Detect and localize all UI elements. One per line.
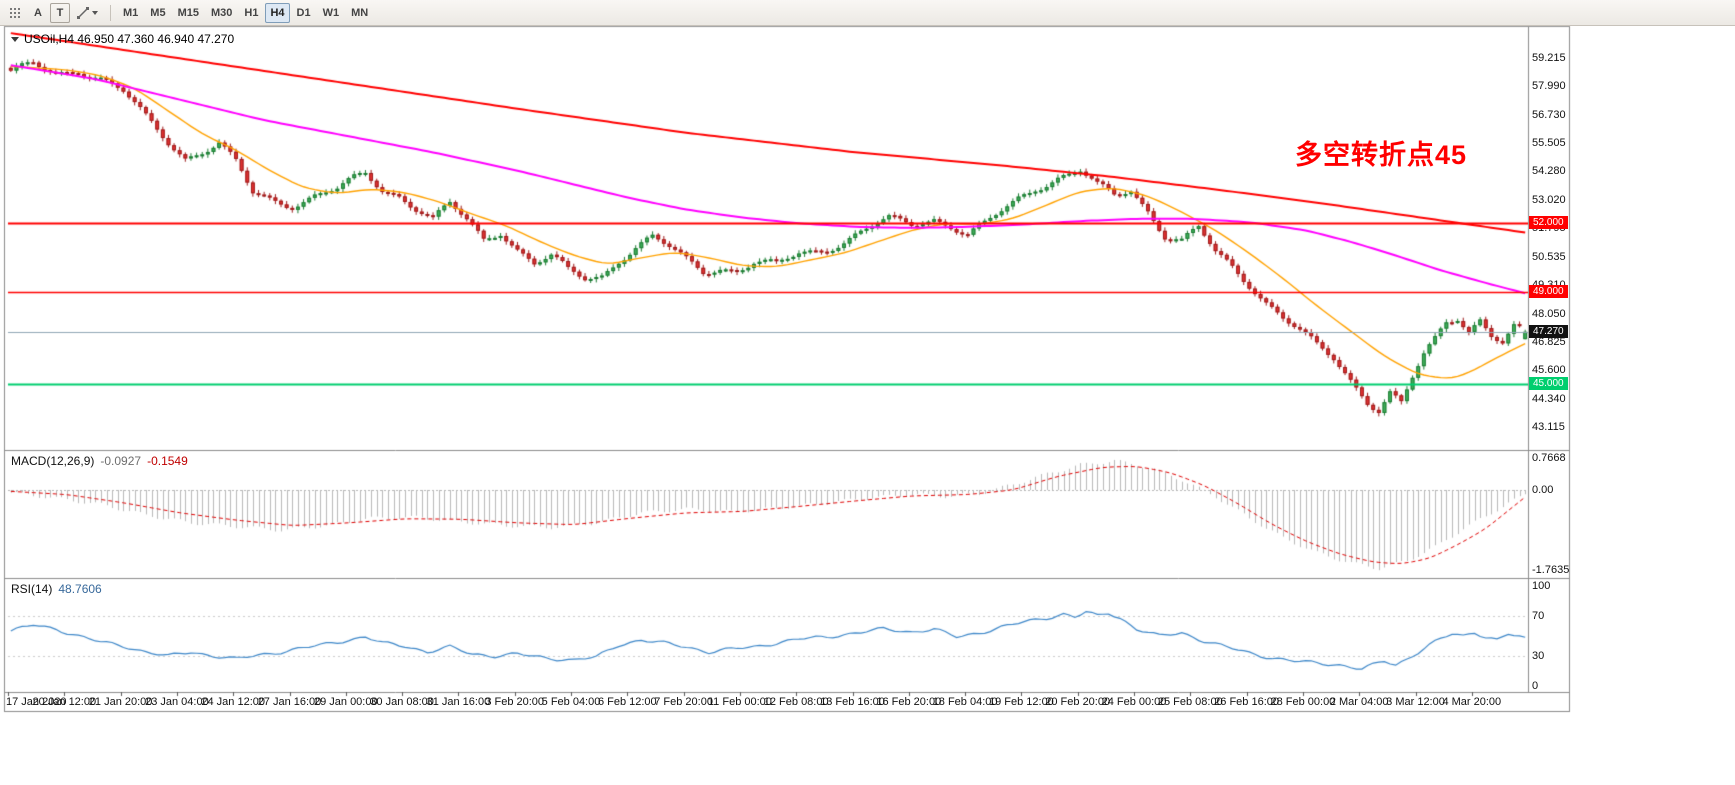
- toolbar: A T M1 M5 M15 M30 H1 H4 D1 W1 MN: [0, 0, 1735, 26]
- price-level-badge-49: 49.000: [1529, 285, 1568, 299]
- time-tick-label: 3 Mar 12:00: [1386, 696, 1445, 708]
- timeframe-button-mn[interactable]: MN: [346, 3, 373, 23]
- timeframe-button-m5[interactable]: M5: [145, 3, 170, 23]
- timeframe-button-h4[interactable]: H4: [265, 2, 290, 23]
- price-tick-label: 54.280: [1532, 165, 1566, 178]
- rsi-tick-label: 0: [1532, 680, 1539, 692]
- timeframe-button-w1[interactable]: W1: [318, 3, 345, 23]
- time-tick-label: 20 Feb 20:00: [1045, 696, 1111, 708]
- time-tick-label: 27 Jan 16:00: [257, 696, 322, 708]
- rsi-name: RSI(14): [11, 582, 53, 596]
- macd-indicator-label: MACD(12,26,9) -0.0927 -0.1549: [11, 454, 188, 468]
- price-tick-label: 44.340: [1532, 392, 1566, 405]
- timeframe-button-m30[interactable]: M30: [206, 3, 237, 23]
- macd-tick-label: 0.00: [1532, 484, 1554, 496]
- timeframe-button-h1[interactable]: H1: [239, 3, 263, 23]
- macd-signal-value: -0.1549: [147, 454, 188, 468]
- time-tick-label: 21 Jan 20:00: [88, 696, 153, 708]
- price-level-badge-52: 52.000: [1529, 216, 1568, 230]
- time-tick-label: 13 Feb 16:00: [820, 696, 885, 708]
- text-box-button[interactable]: T: [50, 2, 70, 23]
- time-tick-label: 4 Mar 20:00: [1442, 696, 1502, 708]
- macd-name: MACD(12,26,9): [11, 454, 95, 468]
- toolbar-separator: [110, 4, 111, 21]
- rsi-tick-label: 30: [1532, 650, 1545, 662]
- macd-tick-label: -1.7635: [1532, 564, 1570, 577]
- time-tick-label: 23 Jan 04:00: [145, 696, 209, 708]
- caret-down-icon: [92, 10, 98, 15]
- time-tick-label: 17 Jan 2020: [6, 696, 67, 708]
- price-tick-label: 50.535: [1532, 250, 1566, 263]
- price-tick-label: 56.730: [1532, 108, 1566, 121]
- price-tick-label: 43.115: [1532, 421, 1565, 433]
- time-tick-label: 5 Feb 04:00: [541, 696, 601, 708]
- time-tick-label: 7 Feb 20:00: [654, 696, 713, 708]
- price-level-badge-45: 45.000: [1529, 376, 1568, 390]
- rsi-tick-label: 100: [1532, 580, 1551, 592]
- timeframe-button-m1[interactable]: M1: [118, 3, 143, 23]
- price-tick-label: 59.215: [1532, 52, 1566, 64]
- time-tick-label: 30 Jan 08:00: [370, 696, 434, 708]
- time-tick-label: 3 Feb 20:00: [485, 696, 545, 708]
- time-tick-label: 29 Jan 00:00: [313, 696, 378, 708]
- time-tick-label: 24 Jan 12:00: [201, 696, 265, 708]
- time-tick-label: 31 Jan 16:00: [426, 696, 491, 708]
- time-tick-label: 19 Feb 12:00: [988, 696, 1054, 708]
- chart-annotation-text[interactable]: 多空转折点45: [1295, 140, 1468, 170]
- time-tick-label: 6 Feb 12:00: [597, 696, 657, 708]
- symbol-header: USOil,H4 46.950 47.360 46.940 47.270: [11, 32, 234, 46]
- time-tick-label: 20 Jan 12:00: [32, 696, 97, 708]
- time-tick-label: 2 Mar 04:00: [1329, 696, 1389, 708]
- drawing-tools-button[interactable]: [72, 3, 103, 23]
- charts-grid-button[interactable]: [4, 3, 26, 23]
- rsi-indicator-label: RSI(14) 48.7606: [11, 582, 102, 596]
- price-tick-label: 48.050: [1532, 307, 1566, 320]
- current-price-badge: 47.270: [1529, 324, 1568, 338]
- trendline-icon: [77, 6, 89, 19]
- time-tick-label: 25 Feb 08:00: [1157, 696, 1223, 708]
- timeframe-button-d1[interactable]: D1: [292, 3, 316, 23]
- rsi-tick-label: 70: [1532, 610, 1545, 622]
- symbol-ohlc-text: USOil,H4 46.950 47.360 46.940 47.270: [24, 32, 235, 46]
- grid-dots-icon: [10, 7, 20, 18]
- timeframe-button-m15[interactable]: M15: [173, 3, 204, 23]
- macd-main-value: -0.0927: [100, 454, 142, 468]
- price-tick-label: 55.505: [1532, 137, 1566, 150]
- price-tick-label: 57.990: [1532, 80, 1566, 93]
- price-tick-label: 53.020: [1532, 193, 1566, 206]
- time-tick-label: 12 Feb 08:00: [763, 696, 829, 708]
- time-tick-label: 28 Feb 00:00: [1270, 696, 1336, 708]
- time-tick-label: 16 Feb 20:00: [876, 696, 942, 708]
- symbol-dropdown-icon[interactable]: [11, 36, 19, 42]
- macd-tick-label: 0.7668: [1532, 452, 1566, 464]
- price-tick-label: 46.825: [1532, 335, 1566, 348]
- time-tick-label: 11 Feb 00:00: [707, 696, 772, 708]
- rsi-value: 48.7606: [58, 582, 102, 596]
- time-tick-label: 26 Feb 16:00: [1214, 696, 1280, 708]
- time-tick-label: 18 Feb 04:00: [932, 696, 998, 708]
- time-tick-label: 24 Feb 00:00: [1101, 696, 1167, 708]
- text-label-button[interactable]: A: [28, 3, 48, 23]
- price-tick-label: 45.600: [1532, 364, 1566, 377]
